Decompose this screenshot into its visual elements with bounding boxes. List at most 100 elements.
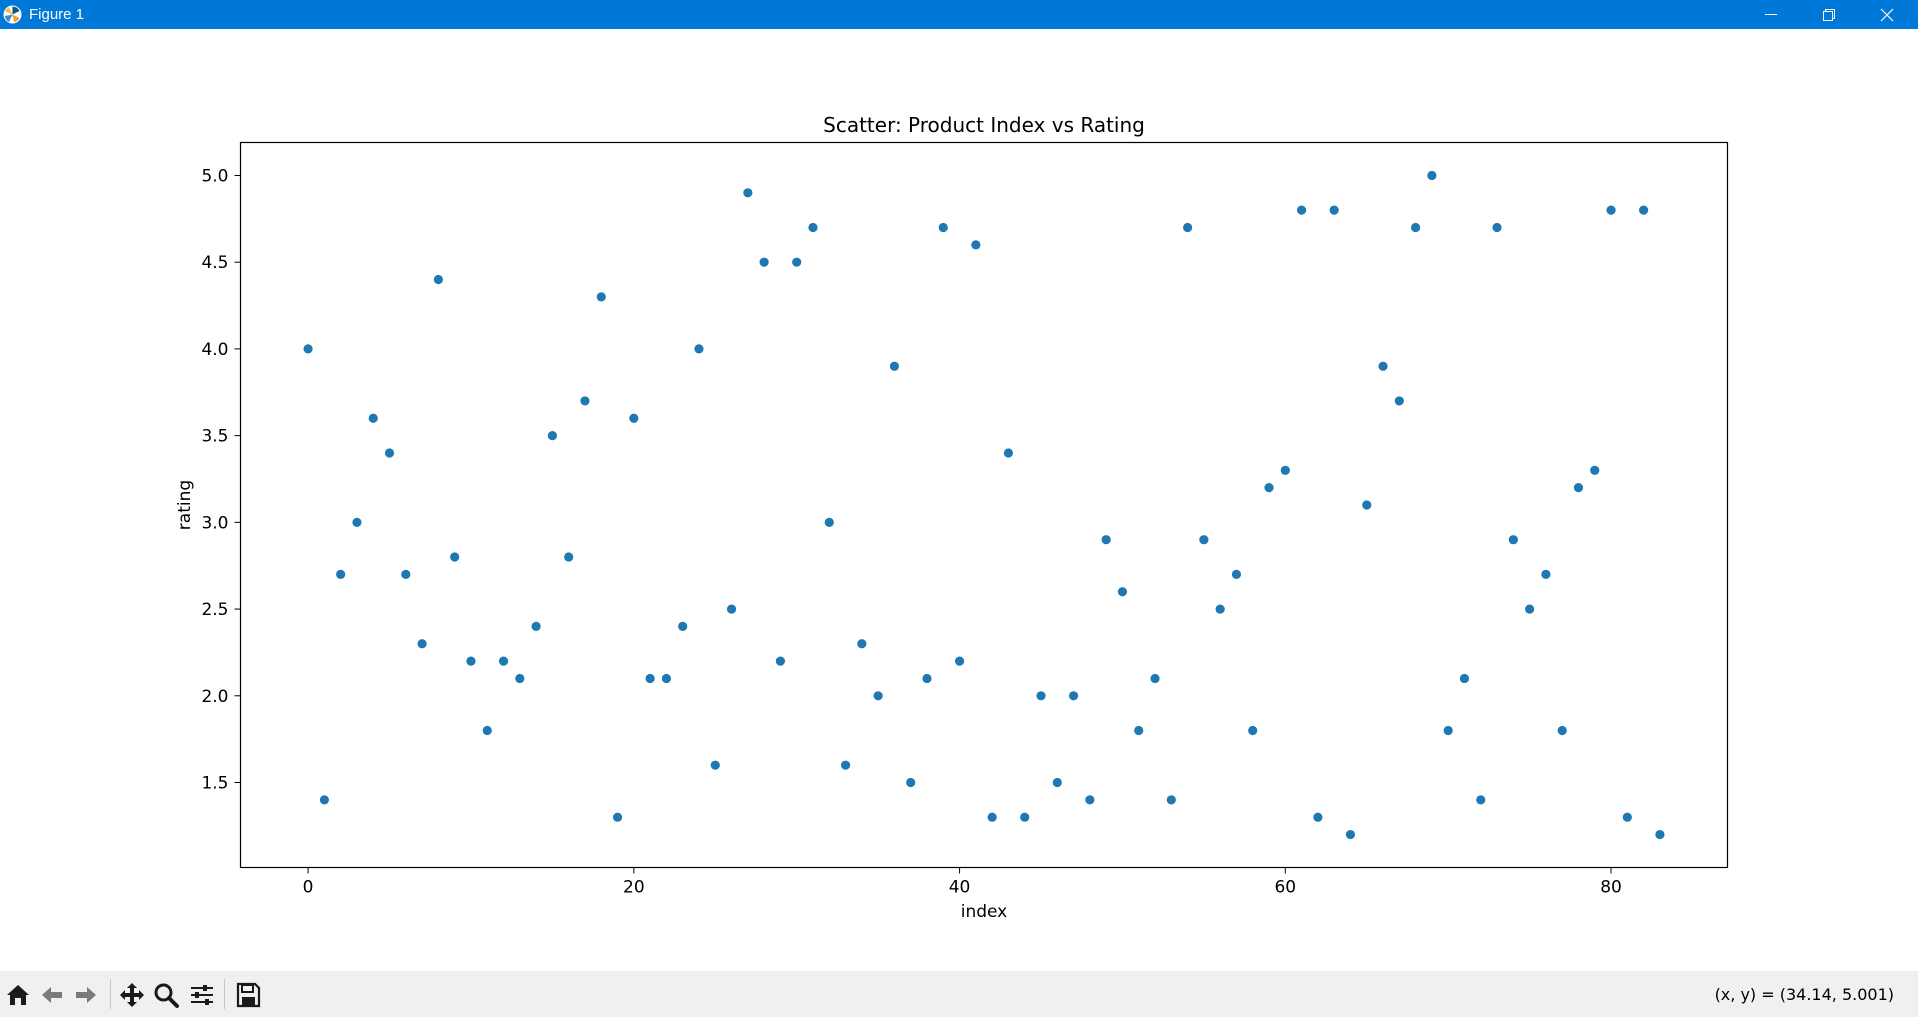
configure-subplots-icon: [191, 985, 213, 1005]
y-tick-label: 5.0: [201, 166, 228, 186]
data-point: [1166, 795, 1176, 805]
data-point: [889, 361, 900, 371]
data-point: [1296, 205, 1307, 215]
data-point: [1052, 777, 1062, 788]
data-point: [1508, 535, 1518, 545]
data-point: [775, 656, 786, 666]
pan-icon: [120, 983, 144, 1007]
data-point: [938, 222, 948, 233]
scatter-chart: Scatter: Product Index vs Rating 0 20 40 60…: [175, 113, 1729, 922]
data-point: [759, 257, 769, 267]
data-point: [1427, 170, 1437, 181]
data-point: [726, 604, 737, 614]
data-point: [1313, 812, 1323, 822]
data-point: [710, 760, 720, 770]
x-tick-label: 60: [1274, 878, 1296, 898]
data-point: [1639, 205, 1649, 215]
home-icon: [7, 985, 29, 1005]
data-point: [1199, 535, 1209, 545]
navigation-toolbar: (x, y) = (34.14, 5.001): [0, 971, 1918, 1017]
matplotlib-logo-icon: [3, 5, 22, 24]
data-point: [1231, 569, 1242, 579]
window-title: Figure 1: [29, 6, 85, 23]
x-tick-label: 80: [1600, 878, 1622, 898]
data-point: [873, 691, 883, 701]
y-axis-label: rating: [175, 480, 195, 530]
data-point: [792, 257, 802, 267]
data-point: [450, 552, 460, 562]
data-point: [1182, 222, 1193, 233]
data-point: [1036, 691, 1046, 701]
data-point: [417, 639, 427, 649]
data-point: [1590, 465, 1600, 475]
data-point: [1134, 725, 1144, 736]
data-point: [678, 621, 688, 632]
axis-ticks: 0 20 40 60 80 1.5 2.0 2.5 3.0 3.5 4.0 4.5 5.0: [201, 166, 1621, 897]
x-tick-label: 0: [303, 878, 314, 898]
x-tick-label: 40: [949, 878, 971, 898]
zoom-icon: [154, 983, 179, 1008]
y-tick-label: 4.5: [201, 253, 228, 273]
figure-canvas[interactable]: Scatter: Product Index vs Rating 0 20 40 60…: [0, 29, 1918, 971]
data-point: [401, 569, 411, 579]
data-points: [303, 170, 1665, 840]
close-button[interactable]: [1858, 0, 1916, 29]
data-point: [840, 760, 851, 770]
data-point: [1085, 795, 1095, 805]
data-point: [1573, 483, 1584, 493]
data-point: [1655, 829, 1665, 840]
data-point: [971, 240, 981, 250]
x-axis-label: index: [961, 902, 1008, 922]
data-point: [857, 639, 867, 649]
pan-button[interactable]: [116, 979, 148, 1011]
restore-button[interactable]: [1800, 0, 1858, 29]
window-titlebar: Figure 1: [0, 0, 1918, 29]
minimize-icon: [1765, 14, 1777, 15]
y-tick-label: 3.0: [201, 513, 228, 533]
y-tick-label: 3.5: [201, 427, 228, 447]
y-tick-label: 2.0: [201, 687, 228, 707]
home-button[interactable]: [2, 979, 34, 1011]
data-point: [743, 188, 753, 198]
forward-button[interactable]: [70, 979, 102, 1011]
data-point: [1476, 795, 1486, 805]
data-point: [531, 621, 541, 632]
data-point: [596, 292, 606, 302]
data-point: [1525, 604, 1535, 614]
save-button[interactable]: [232, 979, 264, 1011]
data-point: [1280, 465, 1290, 475]
data-point: [1541, 569, 1551, 579]
data-point: [612, 812, 623, 822]
data-point: [515, 673, 525, 684]
data-point: [1003, 448, 1014, 458]
toolbar-separator: [110, 979, 111, 1009]
close-icon: [1880, 8, 1894, 22]
data-point: [1150, 673, 1160, 684]
plot-frame: [239, 141, 1729, 869]
data-point: [1248, 725, 1258, 736]
data-point: [922, 673, 932, 684]
zoom-button[interactable]: [150, 979, 182, 1011]
y-tick-label: 2.5: [201, 600, 228, 620]
data-point: [1329, 205, 1339, 215]
y-tick-label: 4.0: [201, 340, 228, 360]
data-point: [498, 656, 509, 666]
data-point: [1443, 725, 1453, 736]
data-point: [466, 656, 476, 666]
data-point: [645, 673, 655, 684]
data-point: [694, 344, 704, 354]
configure-subplots-button[interactable]: [186, 979, 218, 1011]
restore-icon: [1823, 9, 1835, 21]
data-point: [303, 344, 313, 354]
y-tick-label: 1.5: [201, 774, 228, 794]
data-point: [987, 812, 997, 822]
data-point: [661, 673, 672, 684]
data-point: [1622, 812, 1632, 822]
data-point: [1394, 396, 1404, 406]
data-point: [1068, 691, 1079, 701]
back-button[interactable]: [36, 979, 68, 1011]
minimize-button[interactable]: [1742, 0, 1800, 29]
cursor-coordinates: (x, y) = (34.14, 5.001): [1714, 985, 1894, 1004]
data-point: [1215, 604, 1225, 614]
data-point: [352, 517, 362, 527]
